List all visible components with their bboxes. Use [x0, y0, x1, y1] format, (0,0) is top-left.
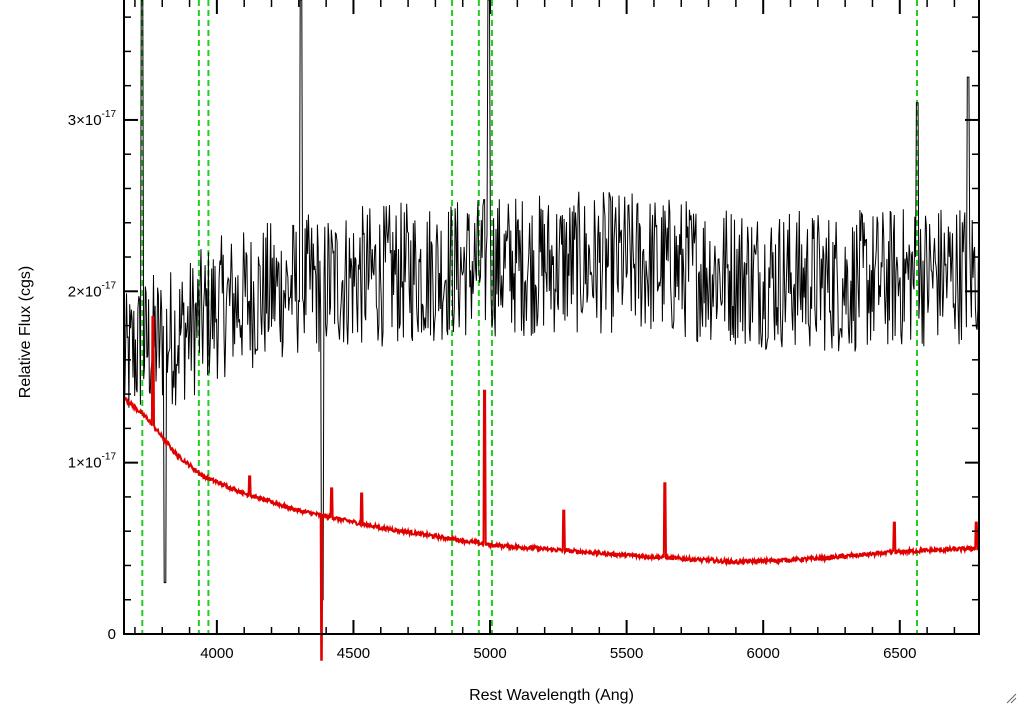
y-tick-label: 3×10-17 — [68, 109, 117, 129]
y-tick-label: 1×10-17 — [68, 452, 117, 472]
x-tick-label: 6500 — [883, 645, 916, 662]
emission-line-markers — [141, 0, 918, 634]
series-layer — [123, 0, 980, 661]
y-axis-label: Relative Flux (cgs) — [17, 266, 34, 398]
x-axis-label: Rest Wavelength (Ang) — [469, 687, 634, 704]
x-tick-label: 5500 — [610, 645, 643, 662]
observed-spectrum-line — [123, 0, 980, 601]
plot-frame — [123, 0, 980, 635]
y-tick-label: 2×10-17 — [68, 280, 117, 300]
y-tick-label: 0 — [108, 626, 116, 643]
x-tick-label: 5000 — [473, 645, 506, 662]
resize-grip-icon[interactable] — [1005, 692, 1017, 704]
x-tick-label: 6000 — [747, 645, 780, 662]
template-spectrum-line — [123, 316, 980, 661]
y-axis: 0 1×10-17 2×10-17 3×10-17 — [68, 16, 979, 643]
x-axis: 4000 4500 5000 5500 6000 6500 — [134, 0, 956, 662]
x-tick-label: 4500 — [337, 645, 370, 662]
x-tick-label: 4000 — [200, 645, 233, 662]
